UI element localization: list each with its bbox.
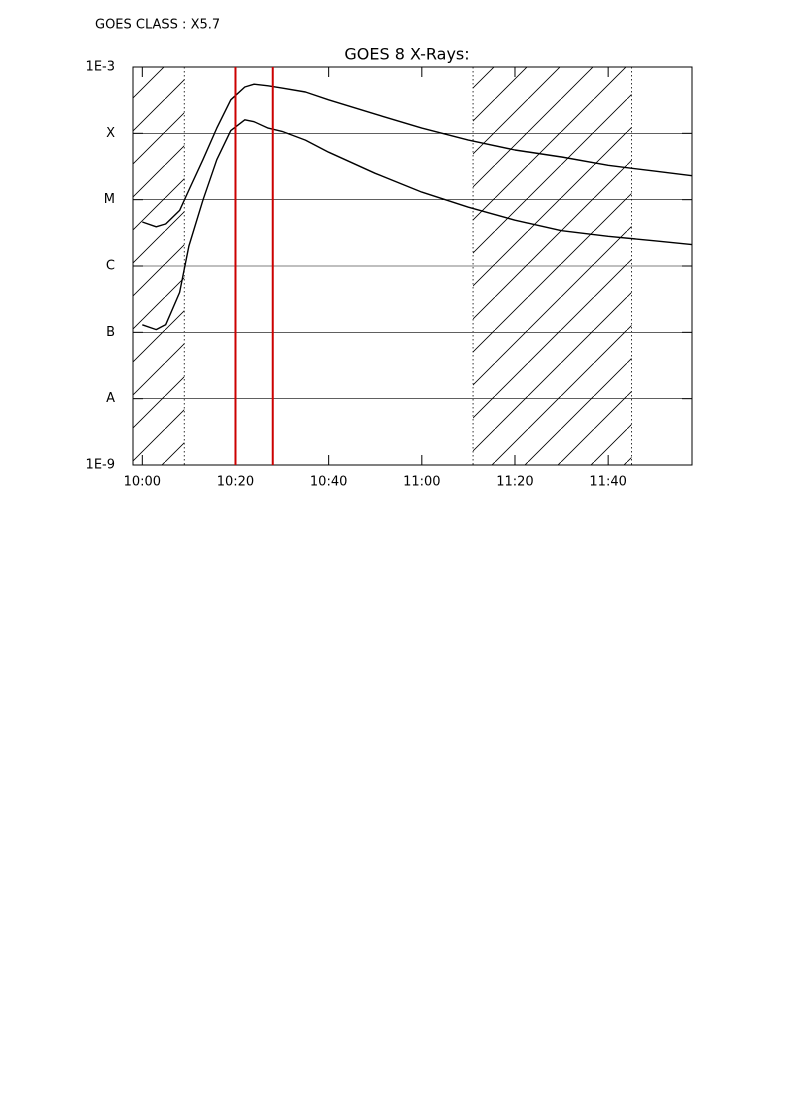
x-tick-label: 10:40 — [310, 475, 347, 490]
y-tick-label: M — [104, 192, 115, 207]
flux-line — [142, 119, 693, 331]
y-tick-label: B — [106, 325, 115, 340]
x-tick-label: 10:00 — [124, 475, 161, 490]
flux-line — [142, 83, 693, 228]
y-tick-label: A — [106, 391, 115, 406]
x-tick-label: 10:20 — [217, 475, 254, 490]
goes-class: GOES CLASS : X5.7 — [95, 18, 220, 33]
chart-title: GOES 8 X-Rays: — [344, 45, 469, 64]
y-tick-label: C — [106, 259, 115, 274]
x-tick-label: 11:20 — [496, 475, 533, 490]
y-tick-label: 1E-3 — [86, 60, 115, 75]
plot-frame — [132, 66, 693, 466]
y-tick-label: 1E-9 — [86, 458, 115, 473]
y-tick-label: X — [106, 126, 115, 141]
x-tick-label: 11:40 — [589, 475, 626, 490]
x-tick-label: 11:00 — [403, 475, 440, 490]
